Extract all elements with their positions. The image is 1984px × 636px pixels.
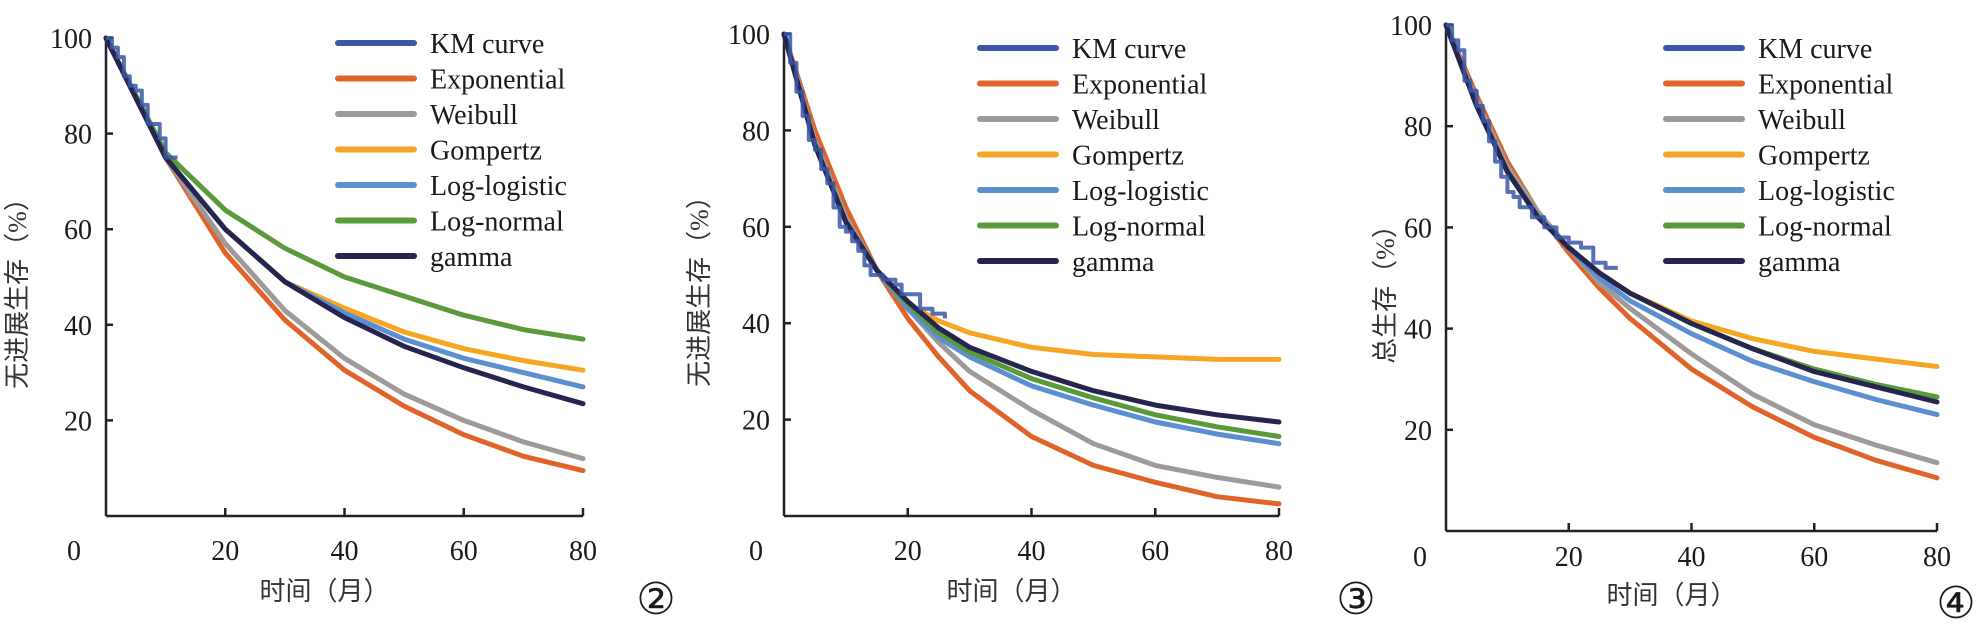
legend-item-gompertz: Gompertz xyxy=(1663,141,1870,172)
legend-label: Gompertz xyxy=(1758,141,1870,172)
series-line-exponential xyxy=(781,31,1282,507)
x-tick-label: 20 xyxy=(1555,542,1583,573)
x-tick-label: 20 xyxy=(894,536,922,567)
y-tick-label: 60 xyxy=(742,213,770,244)
y-tick-label: 100 xyxy=(50,24,92,55)
legend-label: Gompertz xyxy=(1072,141,1184,172)
chart-panel-3: 20 40 60 80 100 0 20 40 60 80 时间（月） 无进展生存（%） KM curv… xyxy=(685,20,1376,624)
x-tick-label: 40 xyxy=(1018,536,1046,567)
x-tick-label: 80 xyxy=(569,536,597,567)
legend-label: KM curve xyxy=(1758,34,1872,65)
x-tick-label: 20 xyxy=(211,536,239,567)
legend-label: gamma xyxy=(1072,247,1155,278)
y-tick-label: 40 xyxy=(1404,315,1432,346)
y-axis-title: 无进展生存（%） xyxy=(3,185,32,389)
x-tick-label: 0 xyxy=(67,536,81,567)
y-tick-label: 60 xyxy=(1404,213,1432,244)
legend-label: Log-normal xyxy=(430,207,564,238)
legend-item-log-normal: Log-normal xyxy=(1663,212,1892,243)
x-tick-label: 60 xyxy=(1141,536,1169,567)
legend-label: Weibull xyxy=(430,100,518,131)
legend-item-log-logistic: Log-logistic xyxy=(1663,176,1895,207)
legend-label: Exponential xyxy=(430,65,566,96)
legend-item-gamma: gamma xyxy=(335,242,513,273)
series-line-weibull xyxy=(103,35,586,462)
legend-label: Log-logistic xyxy=(430,171,567,202)
series-line-km-curve xyxy=(106,36,178,160)
legend-label: Log-logistic xyxy=(1758,176,1895,207)
x-tick-label: 0 xyxy=(1413,542,1427,573)
y-tick-label: 100 xyxy=(1390,11,1432,42)
legend-item-exponential: Exponential xyxy=(1663,70,1894,101)
legend-label: Exponential xyxy=(1758,70,1894,101)
legend-item-log-logistic: Log-logistic xyxy=(335,171,567,202)
series-line-log-normal xyxy=(103,35,586,342)
x-tick-label: 40 xyxy=(1678,542,1706,573)
chart-panel-4: 20 40 60 80 100 0 20 40 60 80 时间（月） 总生存（%） KM curve E… xyxy=(1371,11,1976,628)
series-line-km-curve xyxy=(1446,23,1618,270)
legend-label: gamma xyxy=(430,242,513,273)
legend-label: KM curve xyxy=(430,29,544,60)
y-tick-label: 20 xyxy=(1404,416,1432,447)
legend-item-exponential: Exponential xyxy=(977,70,1208,101)
legend-item-log-logistic: Log-logistic xyxy=(977,176,1209,207)
legend-label: KM curve xyxy=(1072,34,1186,65)
x-axis-title: 时间（月） xyxy=(946,577,1076,606)
legend-label: Log-logistic xyxy=(1072,176,1209,207)
y-tick-label: 100 xyxy=(728,20,770,51)
y-tick-label: 20 xyxy=(64,406,92,437)
legend-label: Weibull xyxy=(1072,105,1160,136)
y-tick-label: 80 xyxy=(1404,112,1432,143)
legend-item-gompertz: Gompertz xyxy=(977,141,1184,172)
legend-label: Log-normal xyxy=(1758,212,1892,243)
series-line-km-curve xyxy=(784,32,947,319)
x-tick-label: 0 xyxy=(749,536,763,567)
y-tick-label: 40 xyxy=(742,309,770,340)
legend: KM curve Exponential Weibull Gompertz Log-lo… xyxy=(335,29,567,273)
legend: KM curve Exponential Weibull Gompertz Log-lo… xyxy=(1663,34,1895,278)
x-axis-title: 时间（月） xyxy=(259,577,389,606)
legend-label: Log-normal xyxy=(1072,212,1206,243)
chart-panel-2: 20 40 60 80 100 0 20 40 60 80 时间（月） 无进展生存（%） KM curv… xyxy=(3,24,676,624)
legend-item-gompertz: Gompertz xyxy=(335,136,542,167)
legend-label: Exponential xyxy=(1072,70,1208,101)
legend-item-exponential: Exponential xyxy=(335,65,566,96)
y-axis-title: 总生存（%） xyxy=(1371,212,1400,364)
panel-number-label: ② xyxy=(636,575,675,624)
legend-label: Weibull xyxy=(1758,105,1846,136)
y-tick-label: 60 xyxy=(64,215,92,246)
legend: KM curve Exponential Weibull Gompertz Log-lo… xyxy=(977,34,1209,278)
legend-item-log-normal: Log-normal xyxy=(335,207,564,238)
series-line-gamma xyxy=(103,35,586,407)
panel-number-label: ③ xyxy=(1336,575,1375,624)
y-axis-title: 无进展生存（%） xyxy=(685,183,714,387)
y-tick-label: 80 xyxy=(742,116,770,147)
legend-label: gamma xyxy=(1758,247,1841,278)
panel-number-label: ④ xyxy=(1936,579,1975,628)
legend-item-weibull: Weibull xyxy=(977,105,1160,136)
legend-item-gamma: gamma xyxy=(1663,247,1841,278)
legend-item-gamma: gamma xyxy=(977,247,1155,278)
x-axis-title: 时间（月） xyxy=(1606,581,1736,610)
legend-label: Gompertz xyxy=(430,136,542,167)
x-tick-label: 60 xyxy=(450,536,478,567)
legend-item-weibull: Weibull xyxy=(1663,105,1846,136)
x-tick-label: 80 xyxy=(1923,542,1951,573)
legend-item-weibull: Weibull xyxy=(335,100,518,131)
legend-item-km-curve: KM curve xyxy=(977,34,1186,65)
legend-item-km-curve: KM curve xyxy=(1663,34,1872,65)
x-tick-label: 60 xyxy=(1800,542,1828,573)
y-tick-label: 40 xyxy=(64,311,92,342)
legend-item-km-curve: KM curve xyxy=(335,29,544,60)
legend-item-log-normal: Log-normal xyxy=(977,212,1206,243)
x-tick-label: 40 xyxy=(331,536,359,567)
y-tick-label: 80 xyxy=(64,120,92,151)
y-tick-label: 20 xyxy=(742,406,770,437)
x-tick-label: 80 xyxy=(1265,536,1293,567)
